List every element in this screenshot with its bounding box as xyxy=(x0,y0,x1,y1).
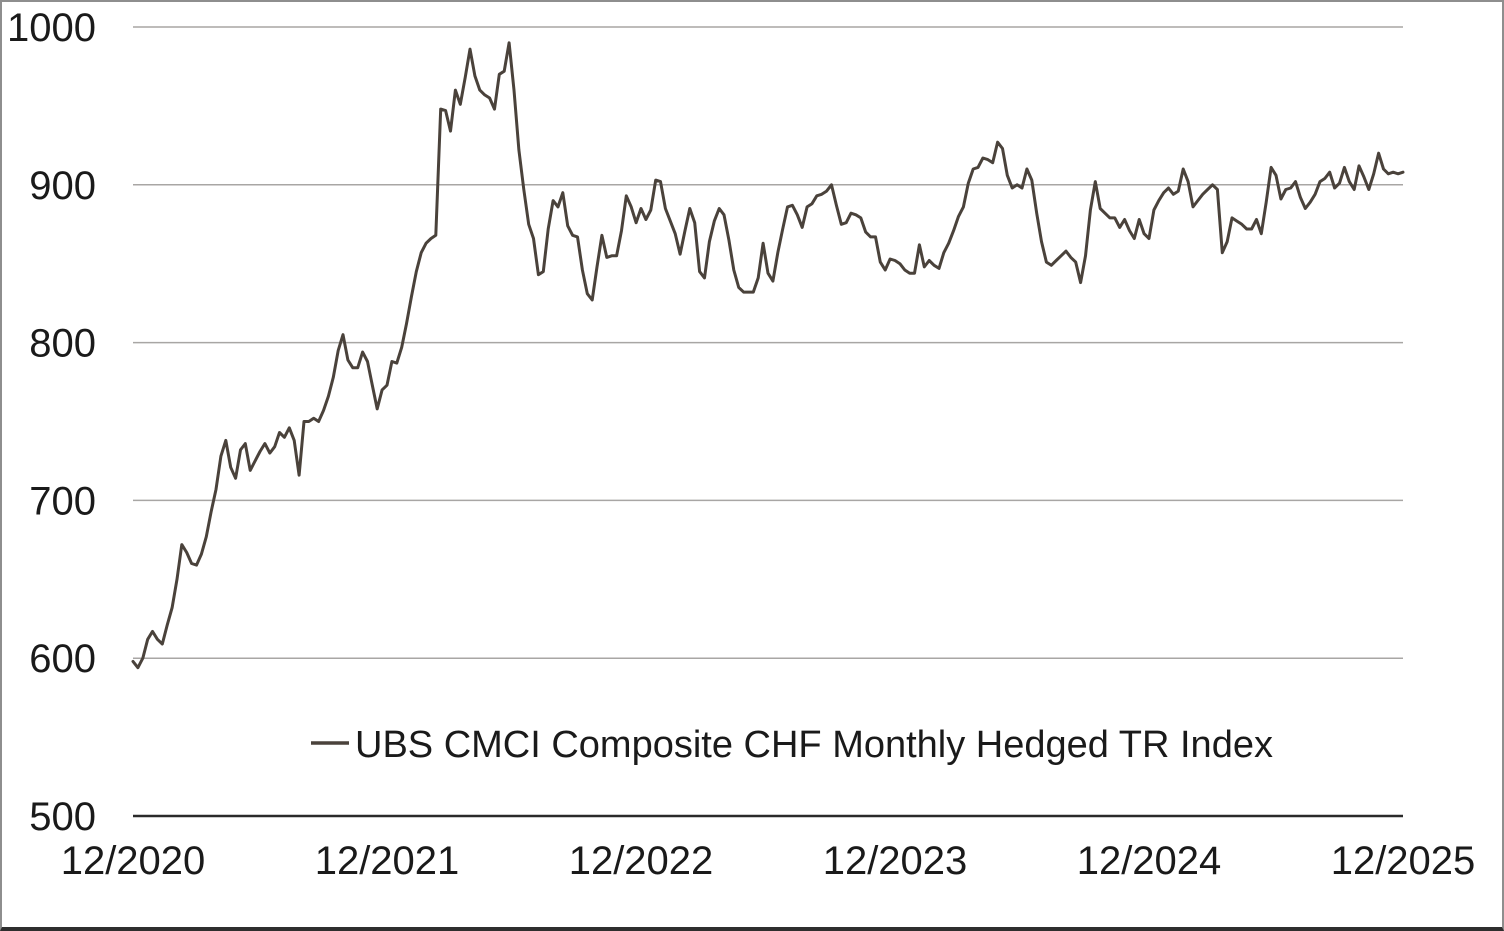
x-axis-labels: 12/2020 12/2021 12/2022 12/2023 12/2024 12/20… xyxy=(61,839,1476,883)
series-line-ubs-cmci xyxy=(131,41,1405,670)
y-tick-label-600: 600 xyxy=(29,637,96,681)
y-tick-label-900: 900 xyxy=(29,164,96,208)
gridlines xyxy=(133,26,1403,659)
y-axis-labels: 500 600 700 800 900 1000 xyxy=(7,6,96,839)
legend-label: UBS CMCI Composite CHF Monthly Hedged TR… xyxy=(355,724,1273,766)
y-tick-label-800: 800 xyxy=(29,322,96,366)
x-tick-label-12-2021: 12/2021 xyxy=(315,839,460,883)
x-tick-label-12-2020: 12/2020 xyxy=(61,839,206,883)
y-tick-label-1000: 1000 xyxy=(7,6,96,50)
x-tick-label-12-2025: 12/2025 xyxy=(1331,839,1476,883)
y-tick-label-700: 700 xyxy=(29,479,96,523)
x-tick-label-12-2024: 12/2024 xyxy=(1077,839,1222,883)
legend: UBS CMCI Composite CHF Monthly Hedged TR… xyxy=(311,724,1273,766)
x-tick-label-12-2023: 12/2023 xyxy=(823,839,968,883)
x-tick-label-12-2022: 12/2022 xyxy=(569,839,714,883)
y-tick-label-500: 500 xyxy=(29,795,96,839)
